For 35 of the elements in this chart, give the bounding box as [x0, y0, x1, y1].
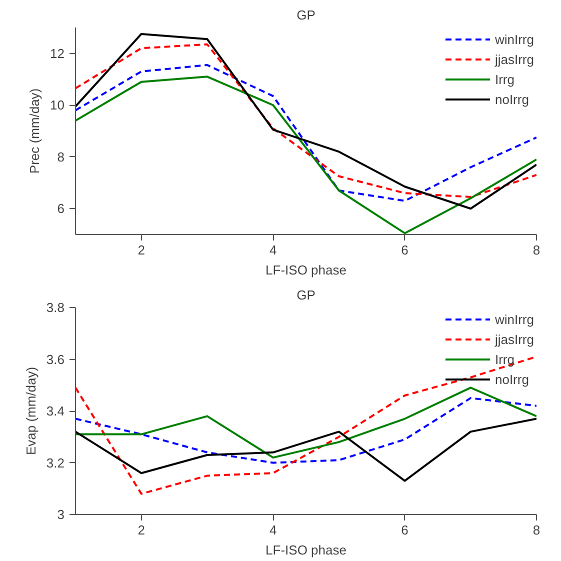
legend-label: winIrrg — [494, 312, 534, 326]
x-tick-label: 2 — [138, 242, 145, 258]
x-tick-label: 6 — [401, 522, 408, 538]
y-axis-title: Prec (mm/day) — [27, 88, 42, 174]
line-series — [76, 418, 536, 482]
line-series — [76, 386, 536, 459]
x-tick-label: 8 — [532, 242, 540, 258]
legend-label: winIrrg — [494, 32, 534, 46]
x-tick-label: 6 — [401, 242, 408, 258]
y-tick-label: 3.2 — [46, 455, 65, 470]
y-tick-label: 6 — [57, 201, 65, 216]
legend-label: Irrg — [494, 352, 515, 366]
x-axis-title: LF-ISO phase — [266, 542, 346, 558]
x-tick-label: 4 — [269, 522, 277, 538]
legend-label: jjasIrrg — [494, 332, 534, 346]
y-tick-label: 3.8 — [46, 300, 65, 315]
y-tick-label: 3 — [57, 507, 65, 522]
y-tick-label: 3.6 — [46, 352, 65, 367]
y-axis-title: Evap (mm/day) — [23, 366, 38, 456]
x-tick-label: 2 — [138, 522, 145, 538]
x-tick-label: 4 — [269, 242, 277, 258]
line-series — [76, 397, 536, 464]
y-tick-label: 8 — [57, 149, 65, 164]
y-tick-label: 3.4 — [46, 404, 65, 418]
line-series — [76, 356, 536, 495]
chart-title: GP — [296, 288, 316, 302]
y-tick-label: 10 — [50, 98, 65, 113]
legend-label: noIrrg — [494, 92, 529, 106]
y-tick-label: 12 — [50, 46, 65, 61]
legend-label: noIrrg — [494, 372, 529, 386]
legend-label: jjasIrrg — [494, 52, 534, 66]
legend-label: Irrg — [494, 72, 515, 86]
x-tick-label: 8 — [532, 522, 540, 538]
chart-title: GP — [296, 8, 316, 22]
x-axis-title: LF-ISO phase — [266, 262, 346, 278]
